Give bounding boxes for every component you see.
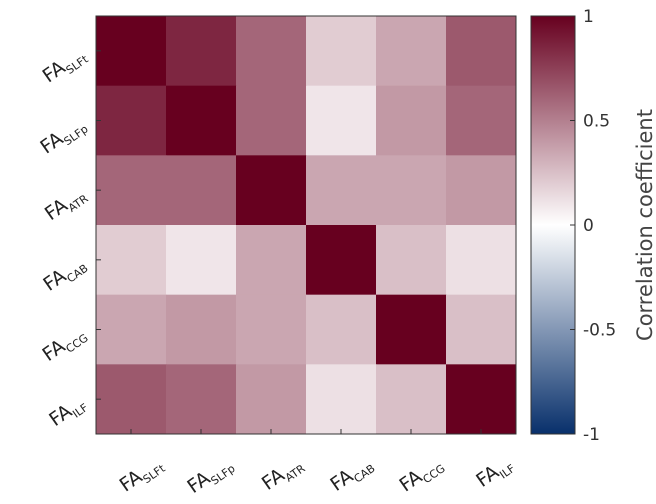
heatmap-cell — [306, 155, 377, 226]
plot-frame — [95, 15, 517, 435]
label-sub: SLFp — [61, 122, 90, 148]
heatmap-cell — [96, 364, 167, 435]
heatmap-cell — [236, 16, 307, 87]
heatmap-cell — [236, 225, 307, 296]
heatmap-cell — [446, 16, 517, 87]
category-label: FACCG — [39, 322, 91, 369]
heatmap-cell — [376, 225, 447, 296]
label-main: FA — [41, 194, 72, 225]
category-label: FAATR — [258, 452, 308, 497]
colorbar-label: Correlation coefficient — [633, 109, 656, 341]
heatmap-cell — [236, 155, 307, 226]
heatmap-cell — [166, 225, 237, 296]
heatmap-cell — [166, 16, 237, 87]
label-main: FA — [45, 400, 76, 431]
label-main: FA — [472, 461, 503, 492]
label-sub: CAB — [64, 262, 90, 286]
heatmap-cell — [306, 364, 377, 435]
label-main: FA — [396, 466, 427, 497]
heatmap-cell — [236, 364, 307, 435]
category-label: FACCG — [396, 452, 448, 499]
heatmap-cell — [446, 294, 517, 365]
colorbar-tick-label: 1 — [583, 7, 594, 27]
category-label: FAILF — [472, 452, 517, 494]
heatmap-cell — [306, 16, 377, 87]
heatmap-cell — [306, 85, 377, 156]
colorbar-tick-label: 0 — [583, 216, 594, 236]
label-main: FA — [39, 57, 70, 88]
heatmap-cell — [446, 364, 517, 435]
heatmap-cell — [166, 294, 237, 365]
heatmap-cell — [166, 85, 237, 156]
label-sub: SLFt — [64, 52, 91, 77]
category-label: FASLFt — [116, 452, 169, 499]
category-label: FACAB — [326, 452, 377, 498]
heatmap-cell — [306, 225, 377, 296]
heatmap-cell — [96, 225, 167, 296]
label-main: FA — [39, 265, 70, 296]
heatmap-cell — [96, 85, 167, 156]
label-main: FA — [183, 467, 214, 498]
heatmap-cell — [446, 85, 517, 156]
heatmap-cell — [376, 364, 447, 435]
heatmap-cell — [376, 85, 447, 156]
heatmap-cell — [446, 155, 517, 226]
heatmap-cell — [96, 294, 167, 365]
category-label: FASLFp — [183, 452, 237, 500]
heatmap-cell — [306, 294, 377, 365]
label-sub: CAB — [351, 462, 377, 486]
label-main: FA — [116, 466, 147, 497]
heatmap-cell — [376, 294, 447, 365]
category-label: FASLFt — [39, 43, 92, 90]
heatmap-cell — [446, 225, 517, 296]
category-label: FACAB — [39, 252, 90, 298]
heatmap-cell — [236, 294, 307, 365]
label-main: FA — [36, 128, 67, 159]
colorbar-tick-label: -1 — [583, 425, 600, 445]
colorbar-tick-label: 0.5 — [583, 112, 610, 132]
heatmap-cell — [376, 155, 447, 226]
heatmap-cell — [96, 16, 167, 87]
label-main: FA — [326, 465, 357, 496]
category-label: FAILF — [45, 391, 90, 433]
heatmap-cell — [166, 364, 237, 435]
label-sub: SLFt — [141, 462, 168, 487]
label-main: FA — [258, 464, 289, 495]
label-sub: SLFp — [208, 462, 237, 488]
label-main: FA — [39, 335, 70, 366]
category-label: FASLFp — [36, 113, 90, 161]
heatmap-cell — [166, 155, 237, 226]
category-label: FAATR — [41, 182, 91, 227]
label-sub: CCG — [421, 462, 448, 486]
colorbar — [530, 15, 576, 435]
heatmap-cell — [96, 155, 167, 226]
colorbar-tick-label: -0.5 — [583, 321, 616, 341]
heatmap-cell — [236, 85, 307, 156]
label-sub: CCG — [64, 331, 91, 355]
heatmap-cell — [376, 16, 447, 87]
